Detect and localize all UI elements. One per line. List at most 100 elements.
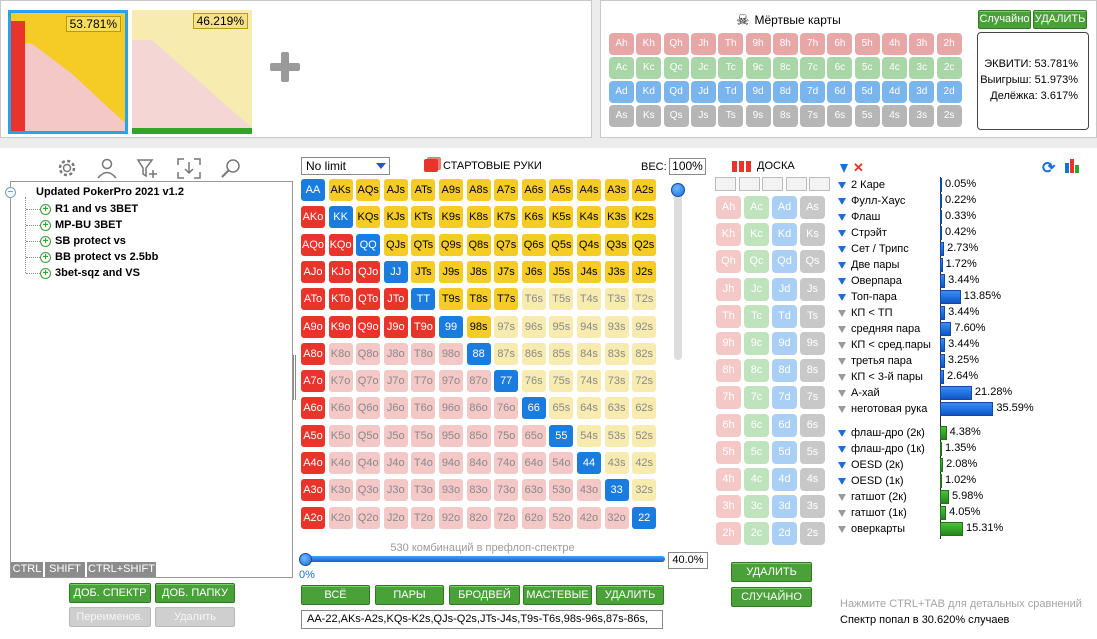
hand-cell[interactable]: 85o (465, 423, 492, 448)
hand-cell[interactable]: 88 (465, 341, 492, 366)
hand-cell[interactable]: Q7s (493, 232, 520, 257)
hand-cell[interactable]: JTs (410, 259, 437, 284)
hand-cell[interactable]: KK (327, 205, 354, 230)
grid-button[interactable]: ПАРЫ (375, 585, 444, 605)
settings-gear-icon[interactable] (56, 157, 78, 179)
hand-cell[interactable]: A4o (300, 451, 326, 475)
tab-ctrl-shift[interactable]: CTRL+SHIFT (87, 562, 156, 577)
hand-cell[interactable]: A8s (465, 178, 492, 202)
hand-cell[interactable]: 82s (631, 341, 658, 366)
dead-card[interactable]: 7s (800, 105, 826, 127)
clear-filter-icon[interactable]: ✕ (853, 160, 864, 175)
board-card[interactable]: 6d (772, 413, 797, 437)
hand-cell[interactable]: 32s (631, 478, 658, 503)
stat-row[interactable]: А-хай (838, 385, 1097, 401)
filter-icon[interactable] (838, 181, 846, 189)
filter-icon[interactable] (838, 293, 846, 301)
hand-cell[interactable]: 96s (520, 314, 547, 339)
hand-cell[interactable]: J6o (382, 396, 409, 421)
dead-card[interactable]: 4h (882, 33, 907, 55)
filter-icon[interactable] (838, 461, 846, 469)
hand-cell[interactable]: 54s (576, 423, 602, 448)
hand-cell[interactable]: QJo (355, 259, 382, 284)
board-card[interactable]: 5s (800, 440, 825, 464)
filter-icon[interactable] (838, 229, 846, 237)
hand-cell[interactable]: 75s (548, 369, 575, 394)
hand-cell[interactable]: K9s (438, 205, 464, 230)
hand-cell[interactable]: AQo (300, 232, 326, 257)
dead-card[interactable]: Qd (663, 81, 689, 103)
hand-cell[interactable]: Q4s (576, 232, 602, 257)
hand-cell[interactable]: A5s (548, 178, 575, 202)
filter-icon[interactable] (838, 429, 846, 437)
dead-card[interactable]: 6d (827, 81, 853, 103)
tab-shift[interactable]: SHIFT (45, 562, 85, 577)
board-card[interactable]: Jh (716, 277, 741, 301)
hand-cell[interactable]: 95s (548, 314, 575, 339)
dead-card[interactable]: 3d (909, 81, 935, 103)
dead-card[interactable]: 6s (827, 105, 853, 127)
hand-cell[interactable]: T3s (603, 287, 630, 312)
dead-card[interactable]: Ad (609, 81, 634, 103)
hand-cell[interactable]: 42o (576, 505, 602, 530)
dead-card[interactable]: 4s (882, 105, 907, 127)
hand-cell[interactable]: 99 (438, 314, 464, 339)
board-card[interactable]: 8d (772, 359, 797, 383)
stat-row[interactable]: Две пары (838, 257, 1097, 273)
stat-row[interactable]: средняя пара (838, 321, 1097, 337)
stat-row[interactable]: Стрэйт (838, 225, 1097, 241)
tree-delete-button[interactable]: Удалить (155, 607, 235, 627)
hand-cell[interactable]: T5o (410, 423, 437, 448)
tree-item[interactable]: + BB protect vs 2.5bb (40, 251, 158, 263)
dead-card[interactable]: Jc (690, 57, 716, 79)
dead-card[interactable]: 8s (772, 105, 798, 127)
dead-card[interactable]: 7c (800, 57, 826, 79)
hand-cell[interactable]: ATs (410, 178, 437, 202)
hand-cell[interactable]: 66 (520, 396, 547, 421)
board-card[interactable]: 3c (744, 495, 769, 519)
hand-cell[interactable]: A3o (300, 478, 326, 503)
dead-card[interactable]: 3c (909, 57, 935, 79)
hand-cell[interactable]: KTs (410, 205, 437, 230)
hand-cell[interactable]: 94s (576, 314, 602, 339)
hand-cell[interactable]: A2s (631, 178, 658, 202)
dead-card[interactable]: 9s (745, 105, 771, 127)
hand-cell[interactable]: 64o (520, 451, 547, 475)
stat-row[interactable]: Флаш (838, 209, 1097, 225)
hand-cell[interactable]: 65s (548, 396, 575, 421)
stat-row[interactable]: 2 Каре (838, 177, 1097, 193)
dead-card[interactable]: Tc (718, 57, 744, 79)
bar-chart-icon[interactable] (1065, 159, 1081, 173)
hand-cell[interactable]: KTo (327, 287, 354, 312)
filter-icon[interactable] (838, 389, 846, 397)
board-card[interactable]: Td (772, 304, 797, 328)
hand-cell[interactable]: T6o (410, 396, 437, 421)
board-card[interactable]: 9h (716, 332, 741, 355)
expand-icon[interactable]: + (40, 235, 51, 247)
hand-cell[interactable]: 93o (438, 478, 464, 503)
dead-card[interactable]: Qs (663, 105, 689, 127)
refresh-icon[interactable]: ⟳ (1042, 160, 1056, 177)
hand-cell[interactable]: 96o (438, 396, 464, 421)
board-card[interactable]: Qd (772, 250, 797, 274)
grid-button[interactable]: ВСЁ (301, 585, 370, 605)
hand-cell[interactable]: 65o (520, 423, 547, 448)
dead-card[interactable]: Qc (663, 57, 689, 79)
hand-cell[interactable]: AKo (300, 205, 326, 230)
filter-icon[interactable] (838, 341, 846, 349)
filter-icon[interactable] (838, 325, 846, 333)
filter-icon[interactable] (838, 493, 846, 501)
board-card[interactable]: 3s (800, 495, 825, 519)
expand-icon[interactable]: + (40, 267, 51, 279)
hand-cell[interactable]: JTo (382, 287, 409, 312)
hand-cell[interactable]: Q6o (355, 396, 382, 421)
dead-card[interactable]: Ks (636, 105, 662, 127)
hand-cell[interactable]: K7s (493, 205, 520, 230)
hand-cell[interactable]: A4s (576, 178, 602, 202)
stat-row[interactable]: Оверпара (838, 273, 1097, 289)
add-folder-button[interactable]: ДОБ. ПАПКУ (155, 583, 235, 603)
hand-cell[interactable]: 97s (493, 314, 520, 339)
hand-cell[interactable]: A8o (300, 341, 326, 366)
hand-cell[interactable]: 74o (493, 451, 520, 475)
hand-cell[interactable]: 95o (438, 423, 464, 448)
